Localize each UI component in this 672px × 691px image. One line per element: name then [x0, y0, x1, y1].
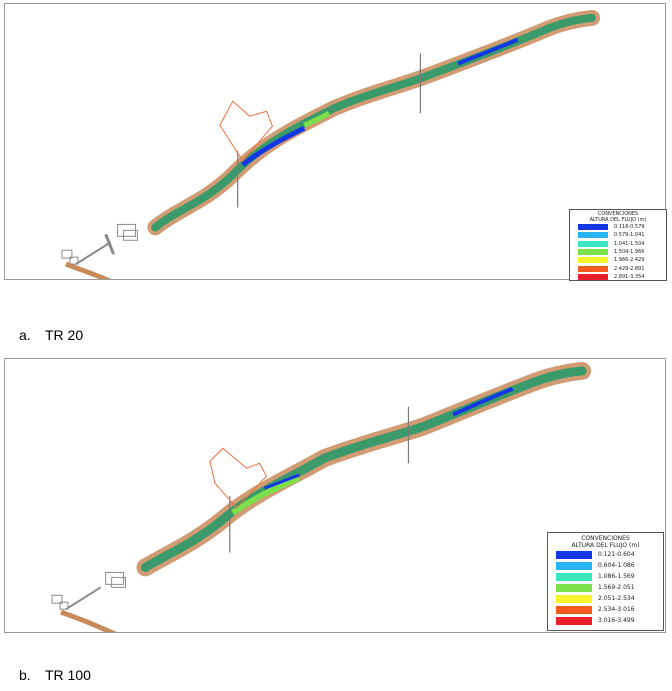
caption-letter: a. — [19, 327, 31, 343]
legend-swatch — [578, 232, 608, 239]
legend-title: CONVENCIONES ALTURA DEL FLUJO (m) — [571, 535, 640, 549]
legend-swatch — [556, 616, 592, 625]
legend-label: 0.121-0.604 — [598, 551, 635, 559]
river-flow — [151, 13, 597, 232]
legend-swatch — [578, 273, 608, 280]
legend-swatch — [556, 561, 592, 570]
legend: CONVENCIONES ALTURA DEL FLUJO (m) 0.121-… — [547, 532, 664, 631]
legend-label: 0.118-0.579 — [614, 224, 645, 231]
caption-b: b. TR 100 — [19, 667, 91, 683]
legend-swatch — [578, 224, 608, 231]
legend-label: 2.534-3.016 — [598, 606, 635, 614]
legend-label: 1.041-1.504 — [614, 240, 645, 247]
legend-label: 1.086-1.569 — [598, 573, 635, 581]
legend-entry: 1.504-1.966 — [578, 248, 666, 256]
legend-entry: 1.041-1.504 — [578, 240, 666, 248]
river-deep-flow — [264, 473, 300, 490]
legend-entry: 1.569-2.051 — [556, 582, 663, 593]
river-bank — [65, 261, 112, 279]
urban-structures — [61, 223, 138, 265]
legend-entry: 2.429-2.891 — [578, 264, 666, 272]
river-deep-flow — [241, 125, 306, 167]
legend-label: 1.569-2.051 — [598, 584, 635, 592]
legend-swatch — [556, 605, 592, 614]
legend-entry: 2.534-3.016 — [556, 604, 663, 615]
legend-label: 2.891-3.354 — [614, 273, 645, 280]
legend-swatch — [556, 572, 592, 581]
legend-entry: 1.966-2.429 — [578, 256, 666, 264]
legend-swatch — [578, 257, 608, 264]
legend-label: 2.051-2.534 — [598, 595, 635, 603]
legend-entry: 2.891-3.354 — [578, 273, 666, 281]
river-map-a — [61, 9, 601, 279]
legend-entry: 0.604-1.086 — [556, 560, 663, 571]
legend-swatch — [578, 265, 608, 272]
legend-swatch — [578, 249, 608, 256]
boundary-polygon — [209, 447, 268, 509]
caption-a: a. TR 20 — [19, 327, 83, 343]
river-flow — [140, 366, 587, 572]
river-deep-flow — [231, 475, 301, 516]
legend-label: 0.579-1.041 — [614, 232, 645, 239]
flood-map-tr100: CONVENCIONES ALTURA DEL FLUJO (m) 0.121-… — [4, 358, 666, 633]
legend-entry: 0.579-1.041 — [578, 231, 666, 239]
legend-entry: 3.016-3.499 — [556, 615, 663, 626]
river-deep-flow — [457, 37, 519, 66]
legend: CONVENCIONES ALTURA DEL FLUJO (m) 0.118-… — [569, 209, 667, 281]
legend-label: 1.504-1.966 — [614, 249, 645, 256]
caption-letter: b. — [19, 667, 31, 683]
legend-swatch — [578, 240, 608, 247]
river-channel — [136, 361, 592, 577]
legend-label: 0.604-1.086 — [598, 562, 635, 570]
legend-entry: 0.118-0.579 — [578, 223, 666, 231]
urban-structures — [51, 571, 127, 611]
legend-swatch — [556, 550, 592, 559]
caption-text: TR 20 — [45, 327, 84, 343]
legend-entry: 2.051-2.534 — [556, 593, 663, 604]
caption-text: TR 100 — [45, 667, 91, 683]
legend-entry: 0.121-0.604 — [556, 549, 663, 560]
legend-label: 2.429-2.891 — [614, 265, 645, 272]
legend-label: 3.016-3.499 — [598, 617, 635, 625]
flood-map-tr20: CONVENCIONES ALTURA DEL FLUJO (m) 0.118-… — [4, 3, 667, 281]
legend-swatch — [556, 583, 592, 592]
legend-swatch — [556, 594, 592, 603]
river-map-b — [51, 361, 592, 632]
river-bank — [60, 609, 117, 632]
legend-entry: 1.086-1.569 — [556, 571, 663, 582]
legend-label: 1.966-2.429 — [614, 257, 645, 264]
boundary-polygon — [219, 100, 274, 162]
river-deep-flow — [452, 386, 514, 417]
river-deep-flow — [303, 111, 331, 128]
legend-title: CONVENCIONES ALTURA DEL FLUJO (m) — [589, 211, 647, 223]
